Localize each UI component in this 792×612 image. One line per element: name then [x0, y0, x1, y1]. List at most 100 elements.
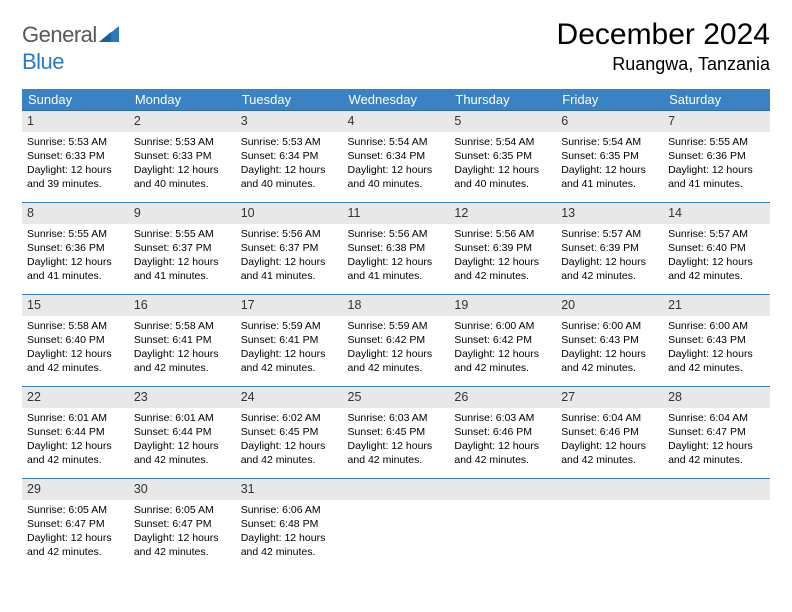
sunset-line: Sunset: 6:42 PM	[454, 333, 551, 347]
weekday-header: Wednesday	[343, 89, 450, 111]
sunset-line: Sunset: 6:40 PM	[27, 333, 124, 347]
sunset-line: Sunset: 6:36 PM	[668, 149, 765, 163]
calendar-week-row: 29Sunrise: 6:05 AMSunset: 6:47 PMDayligh…	[22, 479, 770, 571]
weekday-header: Saturday	[663, 89, 770, 111]
daylight-line: Daylight: 12 hours and 40 minutes.	[454, 163, 551, 191]
day-number: 8	[22, 203, 129, 224]
daylight-line: Daylight: 12 hours and 40 minutes.	[348, 163, 445, 191]
calendar-week-row: 8Sunrise: 5:55 AMSunset: 6:36 PMDaylight…	[22, 203, 770, 295]
calendar-empty-cell	[556, 479, 663, 571]
calendar-day-cell: 2Sunrise: 5:53 AMSunset: 6:33 PMDaylight…	[129, 111, 236, 203]
daylight-line: Daylight: 12 hours and 41 minutes.	[561, 163, 658, 191]
calendar-empty-cell	[343, 479, 450, 571]
day-number	[663, 479, 770, 500]
day-number: 17	[236, 295, 343, 316]
calendar-day-cell: 17Sunrise: 5:59 AMSunset: 6:41 PMDayligh…	[236, 295, 343, 387]
calendar-day-cell: 22Sunrise: 6:01 AMSunset: 6:44 PMDayligh…	[22, 387, 129, 479]
sunset-line: Sunset: 6:34 PM	[241, 149, 338, 163]
calendar-day-cell: 14Sunrise: 5:57 AMSunset: 6:40 PMDayligh…	[663, 203, 770, 295]
sunrise-line: Sunrise: 6:05 AM	[134, 503, 231, 517]
sunset-line: Sunset: 6:34 PM	[348, 149, 445, 163]
sunset-line: Sunset: 6:46 PM	[561, 425, 658, 439]
daylight-line: Daylight: 12 hours and 40 minutes.	[241, 163, 338, 191]
daylight-line: Daylight: 12 hours and 42 minutes.	[27, 531, 124, 559]
day-number: 14	[663, 203, 770, 224]
day-number: 1	[22, 111, 129, 132]
sunset-line: Sunset: 6:38 PM	[348, 241, 445, 255]
location-subtitle: Ruangwa, Tanzania	[557, 54, 770, 75]
daylight-line: Daylight: 12 hours and 42 minutes.	[454, 347, 551, 375]
sunrise-line: Sunrise: 6:02 AM	[241, 411, 338, 425]
sunrise-line: Sunrise: 6:03 AM	[454, 411, 551, 425]
sunset-line: Sunset: 6:44 PM	[27, 425, 124, 439]
weekday-header: Monday	[129, 89, 236, 111]
calendar-day-cell: 20Sunrise: 6:00 AMSunset: 6:43 PMDayligh…	[556, 295, 663, 387]
sunrise-line: Sunrise: 5:55 AM	[668, 135, 765, 149]
calendar-day-cell: 1Sunrise: 5:53 AMSunset: 6:33 PMDaylight…	[22, 111, 129, 203]
sunset-line: Sunset: 6:43 PM	[668, 333, 765, 347]
day-number: 7	[663, 111, 770, 132]
day-number: 11	[343, 203, 450, 224]
day-number: 27	[556, 387, 663, 408]
sunrise-line: Sunrise: 5:54 AM	[561, 135, 658, 149]
daylight-line: Daylight: 12 hours and 41 minutes.	[241, 255, 338, 283]
logo-text-block: General Blue	[22, 22, 121, 75]
sunrise-line: Sunrise: 5:55 AM	[134, 227, 231, 241]
sunrise-line: Sunrise: 6:05 AM	[27, 503, 124, 517]
calendar-day-cell: 6Sunrise: 5:54 AMSunset: 6:35 PMDaylight…	[556, 111, 663, 203]
calendar-day-cell: 4Sunrise: 5:54 AMSunset: 6:34 PMDaylight…	[343, 111, 450, 203]
day-number: 25	[343, 387, 450, 408]
title-block: December 2024 Ruangwa, Tanzania	[557, 18, 770, 75]
weekday-header: Thursday	[449, 89, 556, 111]
sunset-line: Sunset: 6:44 PM	[134, 425, 231, 439]
day-number: 29	[22, 479, 129, 500]
sunrise-line: Sunrise: 5:56 AM	[348, 227, 445, 241]
sunset-line: Sunset: 6:33 PM	[27, 149, 124, 163]
sunset-line: Sunset: 6:43 PM	[561, 333, 658, 347]
weekday-header: Friday	[556, 89, 663, 111]
calendar-day-cell: 7Sunrise: 5:55 AMSunset: 6:36 PMDaylight…	[663, 111, 770, 203]
day-number: 22	[22, 387, 129, 408]
calendar-day-cell: 10Sunrise: 5:56 AMSunset: 6:37 PMDayligh…	[236, 203, 343, 295]
daylight-line: Daylight: 12 hours and 42 minutes.	[454, 255, 551, 283]
sunset-line: Sunset: 6:47 PM	[27, 517, 124, 531]
calendar-empty-cell	[663, 479, 770, 571]
sunset-line: Sunset: 6:41 PM	[241, 333, 338, 347]
sunrise-line: Sunrise: 6:01 AM	[27, 411, 124, 425]
sunrise-line: Sunrise: 5:58 AM	[134, 319, 231, 333]
daylight-line: Daylight: 12 hours and 42 minutes.	[134, 439, 231, 467]
calendar-day-cell: 19 Sunrise: 6:00 AMSunset: 6:42 PMDayligh…	[449, 295, 556, 387]
day-number: 5	[449, 111, 556, 132]
sunrise-line: Sunrise: 6:00 AM	[454, 319, 551, 333]
sunrise-line: Sunrise: 5:59 AM	[348, 319, 445, 333]
calendar-day-cell: 26Sunrise: 6:03 AMSunset: 6:46 PMDayligh…	[449, 387, 556, 479]
brand-logo: General Blue	[22, 18, 121, 75]
daylight-line: Daylight: 12 hours and 42 minutes.	[348, 439, 445, 467]
sunrise-line: Sunrise: 5:59 AM	[241, 319, 338, 333]
calendar-day-cell: 15Sunrise: 5:58 AMSunset: 6:40 PMDayligh…	[22, 295, 129, 387]
sunset-line: Sunset: 6:42 PM	[348, 333, 445, 347]
day-number: 24	[236, 387, 343, 408]
calendar-day-cell: 18Sunrise: 5:59 AMSunset: 6:42 PMDayligh…	[343, 295, 450, 387]
day-number: 16	[129, 295, 236, 316]
calendar-day-cell: 12Sunrise: 5:56 AMSunset: 6:39 PMDayligh…	[449, 203, 556, 295]
daylight-line: Daylight: 12 hours and 41 minutes.	[134, 255, 231, 283]
sunrise-line: Sunrise: 6:00 AM	[668, 319, 765, 333]
day-number: 4	[343, 111, 450, 132]
daylight-line: Daylight: 12 hours and 42 minutes.	[454, 439, 551, 467]
day-number: 3	[236, 111, 343, 132]
sunset-line: Sunset: 6:39 PM	[561, 241, 658, 255]
daylight-line: Daylight: 12 hours and 42 minutes.	[561, 439, 658, 467]
daylight-line: Daylight: 12 hours and 42 minutes.	[561, 347, 658, 375]
sunrise-line: Sunrise: 5:56 AM	[241, 227, 338, 241]
day-number	[343, 479, 450, 500]
day-number: 30	[129, 479, 236, 500]
sunset-line: Sunset: 6:37 PM	[134, 241, 231, 255]
daylight-line: Daylight: 12 hours and 42 minutes.	[241, 531, 338, 559]
day-number: 19	[449, 295, 556, 316]
sunset-line: Sunset: 6:45 PM	[348, 425, 445, 439]
daylight-line: Daylight: 12 hours and 42 minutes.	[241, 439, 338, 467]
day-number: 28	[663, 387, 770, 408]
day-number: 21	[663, 295, 770, 316]
day-number: 18	[343, 295, 450, 316]
